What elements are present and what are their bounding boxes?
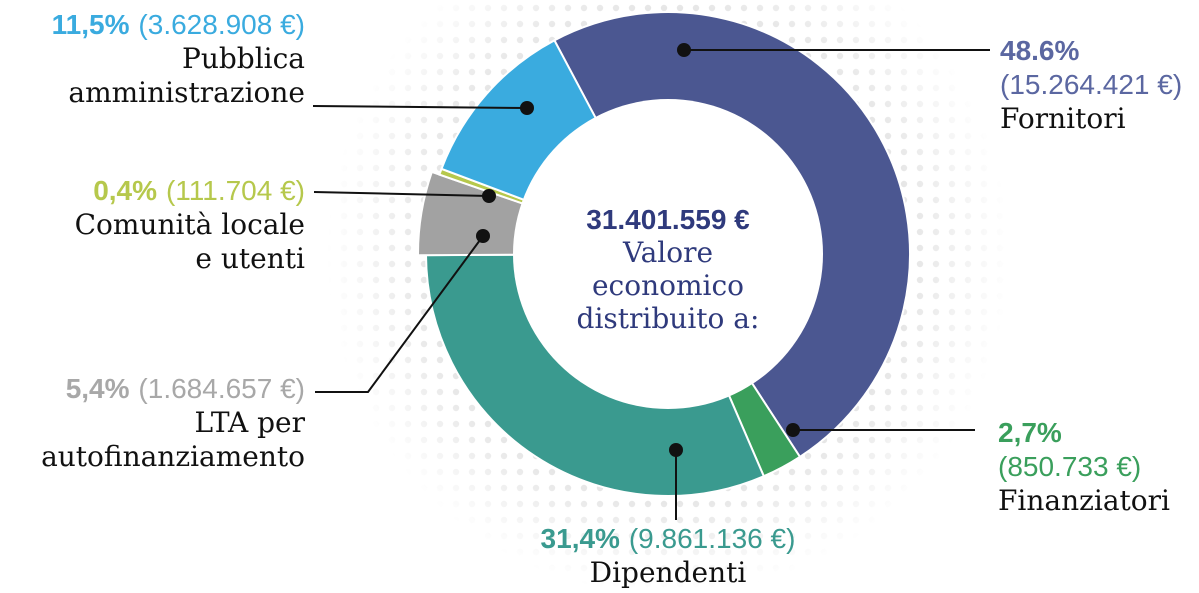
leader-dot (677, 43, 691, 57)
leader-line (312, 105, 528, 109)
percent-label: 5,4% (65, 373, 130, 404)
slice-label: 48.6% (15.264.421 €) Fornitori (1000, 34, 1182, 136)
center-subtitle: Valore economico distribuito a: (576, 236, 760, 335)
center-label: 31.401.559 € Valore economico distribuito… (518, 170, 818, 335)
amount-label: (111.704 €) (165, 175, 305, 206)
leader-dot (482, 189, 496, 203)
category-label: Fornitori (1000, 102, 1126, 135)
percent-label: 0,4% (93, 175, 158, 206)
amount-label: (9.861.136 €) (628, 523, 796, 554)
center-title: 31.401.559 € (586, 204, 750, 235)
leader-dot (786, 423, 800, 437)
percent-label: 31,4% (540, 523, 620, 554)
slice-label: 11,5% (3.628.908 €) Pubblica amministraz… (52, 8, 305, 110)
amount-label: (850.733 €) (998, 451, 1142, 482)
leader-dot (520, 101, 534, 115)
leader-dot (669, 443, 683, 457)
leader-line (313, 191, 490, 197)
leader-dot (476, 229, 490, 243)
category-label: Dipendenti (589, 556, 747, 589)
slice-label: 5,4% (1.684.657 €) LTA per autofinanziam… (41, 372, 305, 474)
category-label: LTA per autofinanziamento (41, 406, 305, 473)
category-label: Finanziatori (998, 484, 1170, 517)
slice-label: 2,7% (850.733 €) Finanziatori (998, 416, 1170, 518)
amount-label: (15.264.421 €) (1000, 69, 1183, 100)
leader-line (315, 235, 484, 393)
percent-label: 48.6% (1000, 35, 1080, 66)
slice-label: 0,4% (111.704 €) Comunità locale e utent… (75, 174, 305, 276)
donut-hole (513, 99, 823, 409)
amount-label: (1.684.657 €) (138, 373, 305, 404)
category-label: Comunità locale e utenti (74, 208, 305, 275)
slice-label: 31,4% (9.861.136 €) Dipendenti (368, 522, 968, 590)
amount-label: (3.628.908 €) (138, 9, 305, 40)
category-label: Pubblica amministrazione (68, 42, 305, 109)
percent-label: 2,7% (998, 417, 1062, 448)
percent-label: 11,5% (51, 9, 130, 40)
